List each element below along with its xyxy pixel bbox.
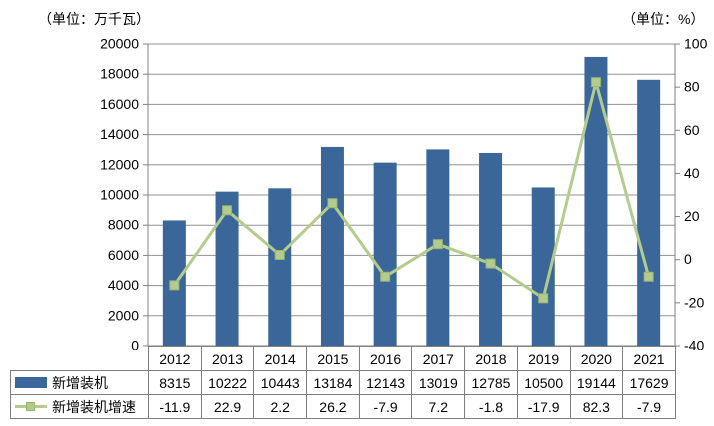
value-cell: 26.2 — [306, 394, 360, 419]
right-axis-tick-label: 100 — [684, 36, 708, 52]
line-series-swatch-icon — [15, 400, 47, 413]
legend-key: 新增装机增速 — [15, 397, 148, 417]
value-cell: 13019 — [411, 370, 466, 395]
bar-2013 — [215, 191, 239, 346]
year-cell: 2019 — [516, 346, 571, 371]
table-series-row: 新增装机 8315 10222 10443 13184 12143 13019 12785 10… — [10, 370, 676, 395]
left-axis-tick-label: 8000 — [108, 217, 139, 233]
right-axis-tick-label: 60 — [684, 122, 700, 138]
legend-key: 新增装机 — [15, 373, 148, 393]
bar-series-swatch-icon — [15, 377, 47, 388]
line-marker-2019 — [538, 293, 549, 304]
right-axis-tick-label: -40 — [684, 338, 704, 351]
left-axis-tick-label: 14000 — [100, 126, 139, 142]
year-cell: 2015 — [306, 346, 360, 371]
right-axis-tick-label: -20 — [684, 294, 704, 310]
combo-chart-svg: 0 2000 4000 6000 8000 10000 12000 14000 16000 180… — [100, 36, 708, 351]
data-table: 2012 2013 2014 2015 2016 2017 2018 2019 2020 2021… — [10, 346, 676, 419]
line-marker-2018 — [485, 258, 496, 269]
year-cell: 2021 — [622, 346, 676, 371]
value-cell: 17629 — [622, 370, 676, 395]
line-marker-2013 — [222, 205, 233, 216]
line-marker-2017 — [432, 239, 443, 250]
line-marker-2014 — [274, 249, 285, 260]
value-cell: -17.9 — [516, 394, 571, 419]
value-cell: 82.3 — [569, 394, 624, 419]
bar-2021 — [637, 79, 661, 347]
year-cell: 2020 — [569, 346, 624, 371]
left-axis-tick-label: 16000 — [100, 96, 139, 112]
line-marker-2012 — [169, 280, 180, 291]
value-cell: 8315 — [148, 370, 202, 395]
bar-2016 — [373, 162, 397, 346]
year-cell: 2016 — [358, 346, 413, 371]
value-cell: 13184 — [306, 370, 360, 395]
left-axis-tick-label: 12000 — [100, 156, 139, 172]
value-cell: 2.2 — [253, 394, 308, 419]
value-cell: -11.9 — [148, 394, 202, 419]
value-cell: 10443 — [253, 370, 308, 395]
legend-cell: 新增装机增速 — [10, 394, 149, 419]
year-cell: 2012 — [148, 346, 202, 371]
line-marker-2020 — [590, 77, 601, 88]
legend-cell: 新增装机 — [10, 370, 149, 395]
right-axis-tick-label: 20 — [684, 208, 700, 224]
value-cell: 12143 — [358, 370, 413, 395]
right-axis-tick-label: 0 — [684, 251, 692, 267]
table-body: 2012 2013 2014 2015 2016 2017 2018 2019 2020 2021… — [10, 346, 676, 419]
value-cell: 22.9 — [200, 394, 255, 419]
year-cell: 2013 — [200, 346, 255, 371]
bar-2020 — [584, 56, 608, 346]
bar-2019 — [531, 187, 555, 346]
year-cell: 2018 — [464, 346, 518, 371]
value-cell: 7.2 — [411, 394, 466, 419]
left-axis-tick-label: 6000 — [108, 247, 139, 263]
bar-2018 — [479, 152, 503, 346]
year-cell: 2017 — [411, 346, 466, 371]
left-axis-unit-label: （单位：万千瓦） — [38, 11, 150, 27]
table-series-row: 新增装机增速 -11.9 22.9 2.2 26.2 -7.9 7.2 -1.8 -17.9 82… — [10, 394, 676, 419]
value-cell: -1.8 — [464, 394, 518, 419]
value-cell: 10222 — [200, 370, 255, 395]
left-axis-tick-label: 10000 — [100, 187, 139, 203]
table-year-row: 2012 2013 2014 2015 2016 2017 2018 2019 2020 2021 — [11, 346, 676, 371]
value-cell: -7.9 — [358, 394, 413, 419]
value-cell: 10500 — [516, 370, 571, 395]
value-cell: -7.9 — [622, 394, 676, 419]
line-marker-2016 — [380, 271, 391, 282]
legend-label: 新增装机增速 — [52, 398, 136, 415]
left-axis-tick-label: 0 — [131, 338, 139, 351]
right-axis-unit-label: （单位：%） — [622, 11, 705, 27]
legend-label: 新增装机 — [52, 374, 108, 391]
line-marker-2021 — [643, 271, 654, 282]
bar-2014 — [268, 188, 292, 346]
right-axis-tick-label: 40 — [684, 165, 700, 181]
growth-line — [173, 81, 651, 301]
line-marker-2015 — [327, 198, 338, 209]
value-cell: 12785 — [464, 370, 518, 395]
left-axis-tick-label: 20000 — [100, 36, 139, 52]
table-corner-blank — [11, 347, 149, 371]
left-axis-tick-label: 18000 — [100, 66, 139, 82]
left-axis-tick-label: 4000 — [108, 277, 139, 293]
left-axis-tick-label: 2000 — [108, 307, 139, 323]
value-cell: 19144 — [569, 370, 624, 395]
right-axis-tick-label: 80 — [684, 79, 700, 95]
year-cell: 2014 — [253, 346, 308, 371]
bar-2015 — [320, 146, 344, 346]
